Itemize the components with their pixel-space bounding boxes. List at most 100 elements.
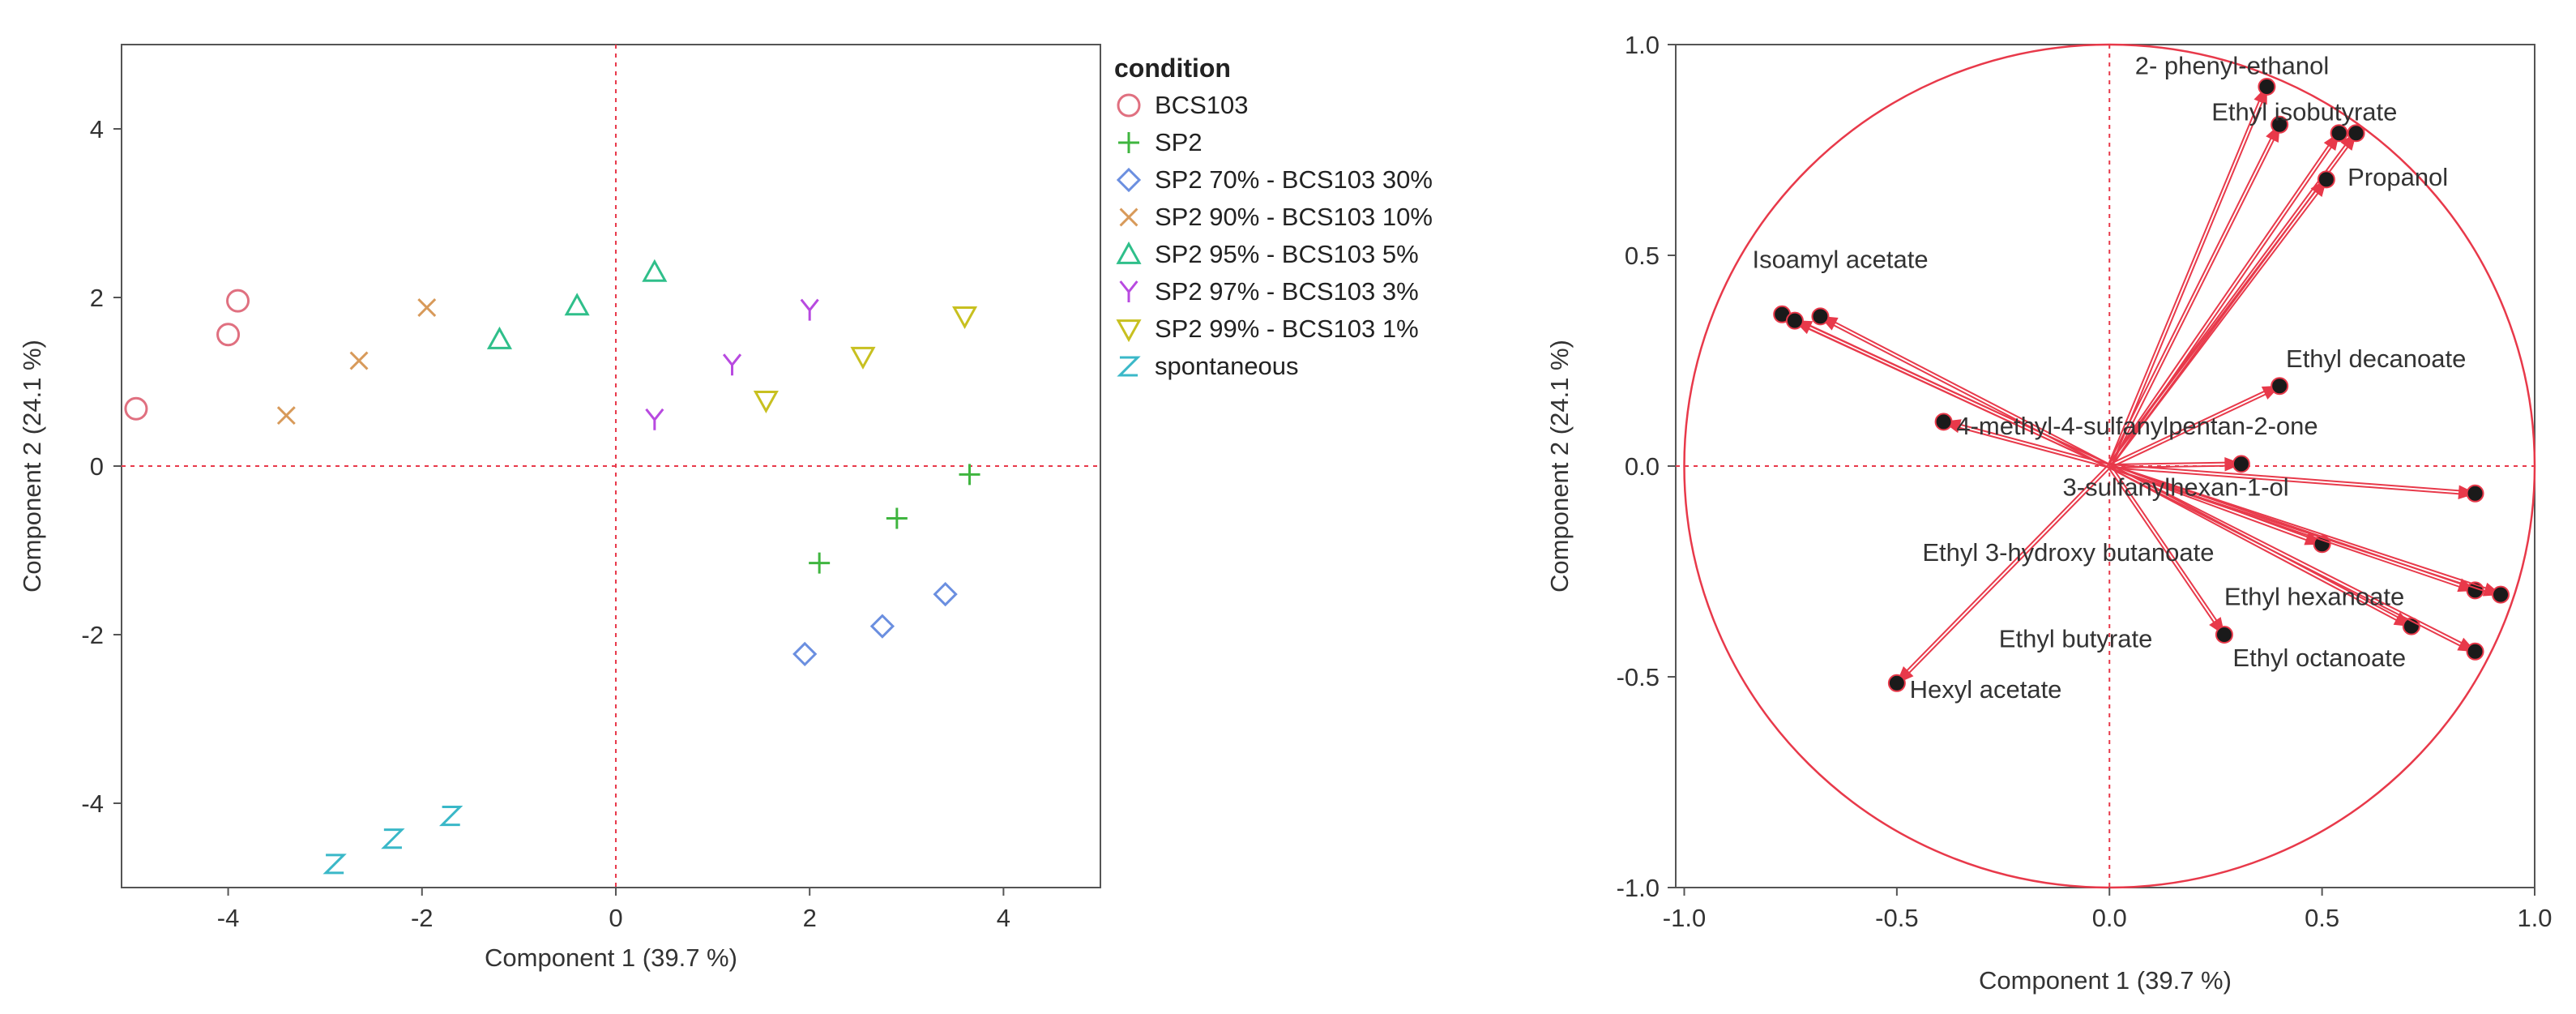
loading-label: Ethyl 3-hydroxy butanoate bbox=[1922, 538, 2214, 567]
loading-vector bbox=[2108, 464, 2420, 635]
loading-label: Ethyl octanoate bbox=[2232, 644, 2406, 672]
loading-vector bbox=[1785, 311, 2111, 468]
legend-item: SP2 bbox=[1118, 128, 1203, 156]
loading-vector bbox=[2108, 464, 2510, 604]
loading-label: Ethyl butyrate bbox=[1999, 625, 2153, 653]
loading-vectors bbox=[1773, 78, 2510, 692]
score-point bbox=[753, 390, 779, 413]
score-point bbox=[276, 406, 296, 426]
score-point bbox=[933, 581, 958, 607]
loading-x-tick-label: 0.5 bbox=[2305, 904, 2339, 932]
legend-marker bbox=[1117, 93, 1141, 118]
score-points bbox=[124, 259, 980, 875]
legend-marker bbox=[1119, 208, 1138, 227]
score-x-tick-label: 0 bbox=[609, 904, 622, 932]
loading-label: Ethyl hexanoate bbox=[2224, 583, 2404, 611]
legend-item: SP2 99% - BCS103 1% bbox=[1116, 314, 1419, 343]
loading-label: 3-sulfanylhexan-1-ol bbox=[2063, 473, 2289, 501]
legend-marker bbox=[1118, 132, 1139, 153]
score-point bbox=[124, 396, 148, 421]
score-x-tick-label: 4 bbox=[997, 904, 1010, 932]
loading-x-ticks: -1.0 -0.5 0.0 0.5 1.0 bbox=[1663, 888, 2553, 932]
score-y-tick-label: -2 bbox=[81, 621, 104, 649]
legend-label: spontaneous bbox=[1155, 352, 1299, 380]
score-point bbox=[381, 828, 405, 849]
loading-vector bbox=[1887, 464, 2112, 692]
loading-label: 2- phenyl-ethanol bbox=[2135, 51, 2330, 79]
loading-vector bbox=[2107, 78, 2276, 468]
loading-label: Ethyl decanoate bbox=[2286, 344, 2466, 373]
score-point bbox=[800, 298, 819, 321]
score-point bbox=[349, 351, 369, 370]
loading-vector bbox=[1934, 413, 2111, 468]
legend-marker bbox=[1116, 319, 1142, 343]
score-point bbox=[959, 464, 980, 486]
score-x-tick-label: 2 bbox=[803, 904, 817, 932]
score-x-tick-label: -2 bbox=[411, 904, 434, 932]
score-point bbox=[323, 854, 347, 875]
condition-legend: condition BCS103 SP2 SP2 70% - BCS103 30% S… bbox=[1114, 53, 1433, 380]
score-point bbox=[417, 298, 437, 317]
score-point bbox=[722, 353, 742, 376]
loading-plot: -1.0 -0.5 0.0 0.5 1.0 1.0 0.5 0.0 -0.5 -1.0 2- p… bbox=[1545, 31, 2553, 995]
loading-x-tick-label: 1.0 bbox=[2517, 904, 2552, 932]
score-point bbox=[792, 641, 818, 667]
score-point bbox=[438, 806, 464, 827]
loading-vector bbox=[2109, 464, 2484, 503]
score-point bbox=[486, 326, 513, 349]
legend-item: SP2 97% - BCS103 3% bbox=[1119, 277, 1419, 306]
score-y-tick-label: 2 bbox=[90, 284, 104, 312]
legend-item: SP2 70% - BCS103 30% bbox=[1116, 165, 1433, 194]
score-x-ticks: -4 -2 0 2 4 bbox=[217, 888, 1010, 932]
loading-vector bbox=[2109, 455, 2250, 473]
loading-label: Propanol bbox=[2347, 163, 2448, 191]
legend-label: SP2 bbox=[1155, 128, 1203, 156]
score-point bbox=[642, 259, 668, 282]
legend-marker bbox=[1119, 280, 1138, 302]
loading-y-tick-label: 0.0 bbox=[1625, 452, 1660, 481]
loading-vector bbox=[2108, 377, 2289, 468]
loading-y-ticks: 1.0 0.5 0.0 -0.5 -1.0 bbox=[1617, 31, 1676, 902]
loading-vector bbox=[2108, 464, 2484, 661]
loading-x-tick-label: 0.0 bbox=[2092, 904, 2127, 932]
legend-title: condition bbox=[1114, 53, 1231, 83]
score-y-axis-label: Component 2 (24.1 %) bbox=[18, 340, 46, 593]
score-point bbox=[645, 408, 664, 430]
score-point bbox=[226, 289, 250, 313]
score-point bbox=[952, 306, 978, 329]
score-y-tick-label: 0 bbox=[90, 452, 104, 481]
loading-x-axis-label: Component 1 (39.7 %) bbox=[1979, 966, 2232, 995]
score-point bbox=[850, 346, 876, 370]
score-y-tick-label: -4 bbox=[81, 789, 104, 818]
loading-label: Isoamyl acetate bbox=[1752, 246, 1928, 274]
legend-marker bbox=[1116, 241, 1142, 264]
legend-item: SP2 90% - BCS103 10% bbox=[1119, 203, 1433, 231]
loading-labels: 2- phenyl-ethanol Ethyl isobutyrate Propan… bbox=[1752, 51, 2466, 704]
loading-y-tick-label: -0.5 bbox=[1617, 663, 1660, 691]
loading-label: Ethyl isobutyrate bbox=[2211, 98, 2397, 126]
score-x-axis-label: Component 1 (39.7 %) bbox=[485, 943, 737, 972]
loading-y-tick-label: -1.0 bbox=[1617, 874, 1660, 902]
loading-vector bbox=[2107, 115, 2289, 468]
score-reference-lines bbox=[122, 45, 1100, 888]
loading-y-tick-label: 0.5 bbox=[1625, 242, 1660, 270]
score-y-ticks: 4 2 0 -2 -4 bbox=[81, 115, 122, 818]
legend-items: BCS103 SP2 SP2 70% - BCS103 30% SP2 90% - B… bbox=[1116, 91, 1433, 380]
score-point bbox=[869, 614, 895, 639]
legend-item: SP2 95% - BCS103 5% bbox=[1116, 240, 1419, 268]
legend-label: BCS103 bbox=[1155, 91, 1248, 119]
score-point bbox=[564, 293, 590, 316]
score-point bbox=[809, 552, 831, 574]
legend-label: SP2 99% - BCS103 1% bbox=[1155, 314, 1419, 343]
legend-label: SP2 95% - BCS103 5% bbox=[1155, 240, 1419, 268]
score-x-tick-label: -4 bbox=[217, 904, 240, 932]
loading-vector bbox=[2107, 464, 2233, 644]
legend-label: SP2 70% - BCS103 30% bbox=[1155, 165, 1433, 194]
legend-item: BCS103 bbox=[1117, 91, 1248, 119]
score-point bbox=[886, 507, 908, 529]
loading-x-tick-label: -0.5 bbox=[1875, 904, 1918, 932]
legend-marker bbox=[1117, 356, 1141, 377]
loading-y-tick-label: 1.0 bbox=[1625, 31, 1660, 59]
score-y-tick-label: 4 bbox=[90, 115, 104, 143]
